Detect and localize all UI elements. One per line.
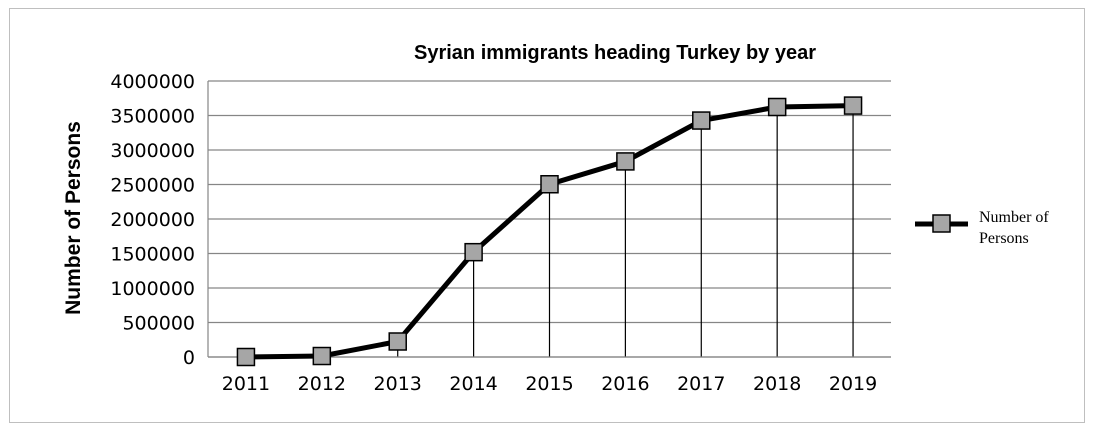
legend: Number of Persons (915, 209, 1049, 247)
x-tick-label: 2018 (753, 373, 801, 395)
y-tick-label: 1000000 (110, 278, 195, 300)
data-point-marker (767, 97, 787, 117)
y-tick-label: 3500000 (110, 106, 195, 128)
data-point-marker (312, 346, 332, 366)
data-point-marker (540, 175, 559, 194)
legend-label-line-2: Persons (979, 230, 1029, 247)
y-tick-label: 0 (183, 347, 195, 369)
chart-title: Syrian immigrants heading Turkey by year (414, 42, 816, 64)
data-point-marker (464, 242, 483, 262)
y-tick-labels: 0 500000 1000000 1500000 2000000 2500000 30000… (110, 71, 195, 369)
x-tick-label: 2017 (677, 373, 725, 395)
x-tick-label: 2013 (374, 373, 422, 395)
x-tick-label: 2015 (525, 373, 573, 395)
x-tick-label: 2012 (298, 373, 346, 395)
series-markers (236, 96, 863, 367)
y-tick-label: 1500000 (110, 244, 195, 266)
data-point-marker (236, 347, 256, 367)
data-point-marker (388, 332, 407, 351)
y-tick-label: 4000000 (110, 71, 195, 93)
x-tick-label: 2019 (829, 373, 877, 395)
legend-marker (932, 214, 951, 233)
x-tick-labels: 2011 2012 2013 2014 2015 2016 2017 2018 2019 (222, 373, 877, 395)
chart-frame (9, 8, 1085, 423)
y-tick-label: 500000 (122, 313, 195, 335)
legend-label-line-1: Number of (979, 209, 1049, 226)
data-point-marker (616, 152, 635, 171)
y-tick-label: 2500000 (110, 175, 195, 197)
x-tick-label: 2014 (449, 373, 497, 395)
data-point-marker (843, 96, 863, 115)
y-tick-label: 2000000 (110, 209, 195, 231)
x-tick-label: 2011 (222, 373, 270, 395)
y-tick-label: 3000000 (110, 140, 195, 162)
drop-lines (321, 105, 854, 357)
x-tick-label: 2016 (601, 373, 649, 395)
y-axis-label: Number of Persons (62, 121, 85, 315)
data-point-marker (692, 111, 711, 130)
